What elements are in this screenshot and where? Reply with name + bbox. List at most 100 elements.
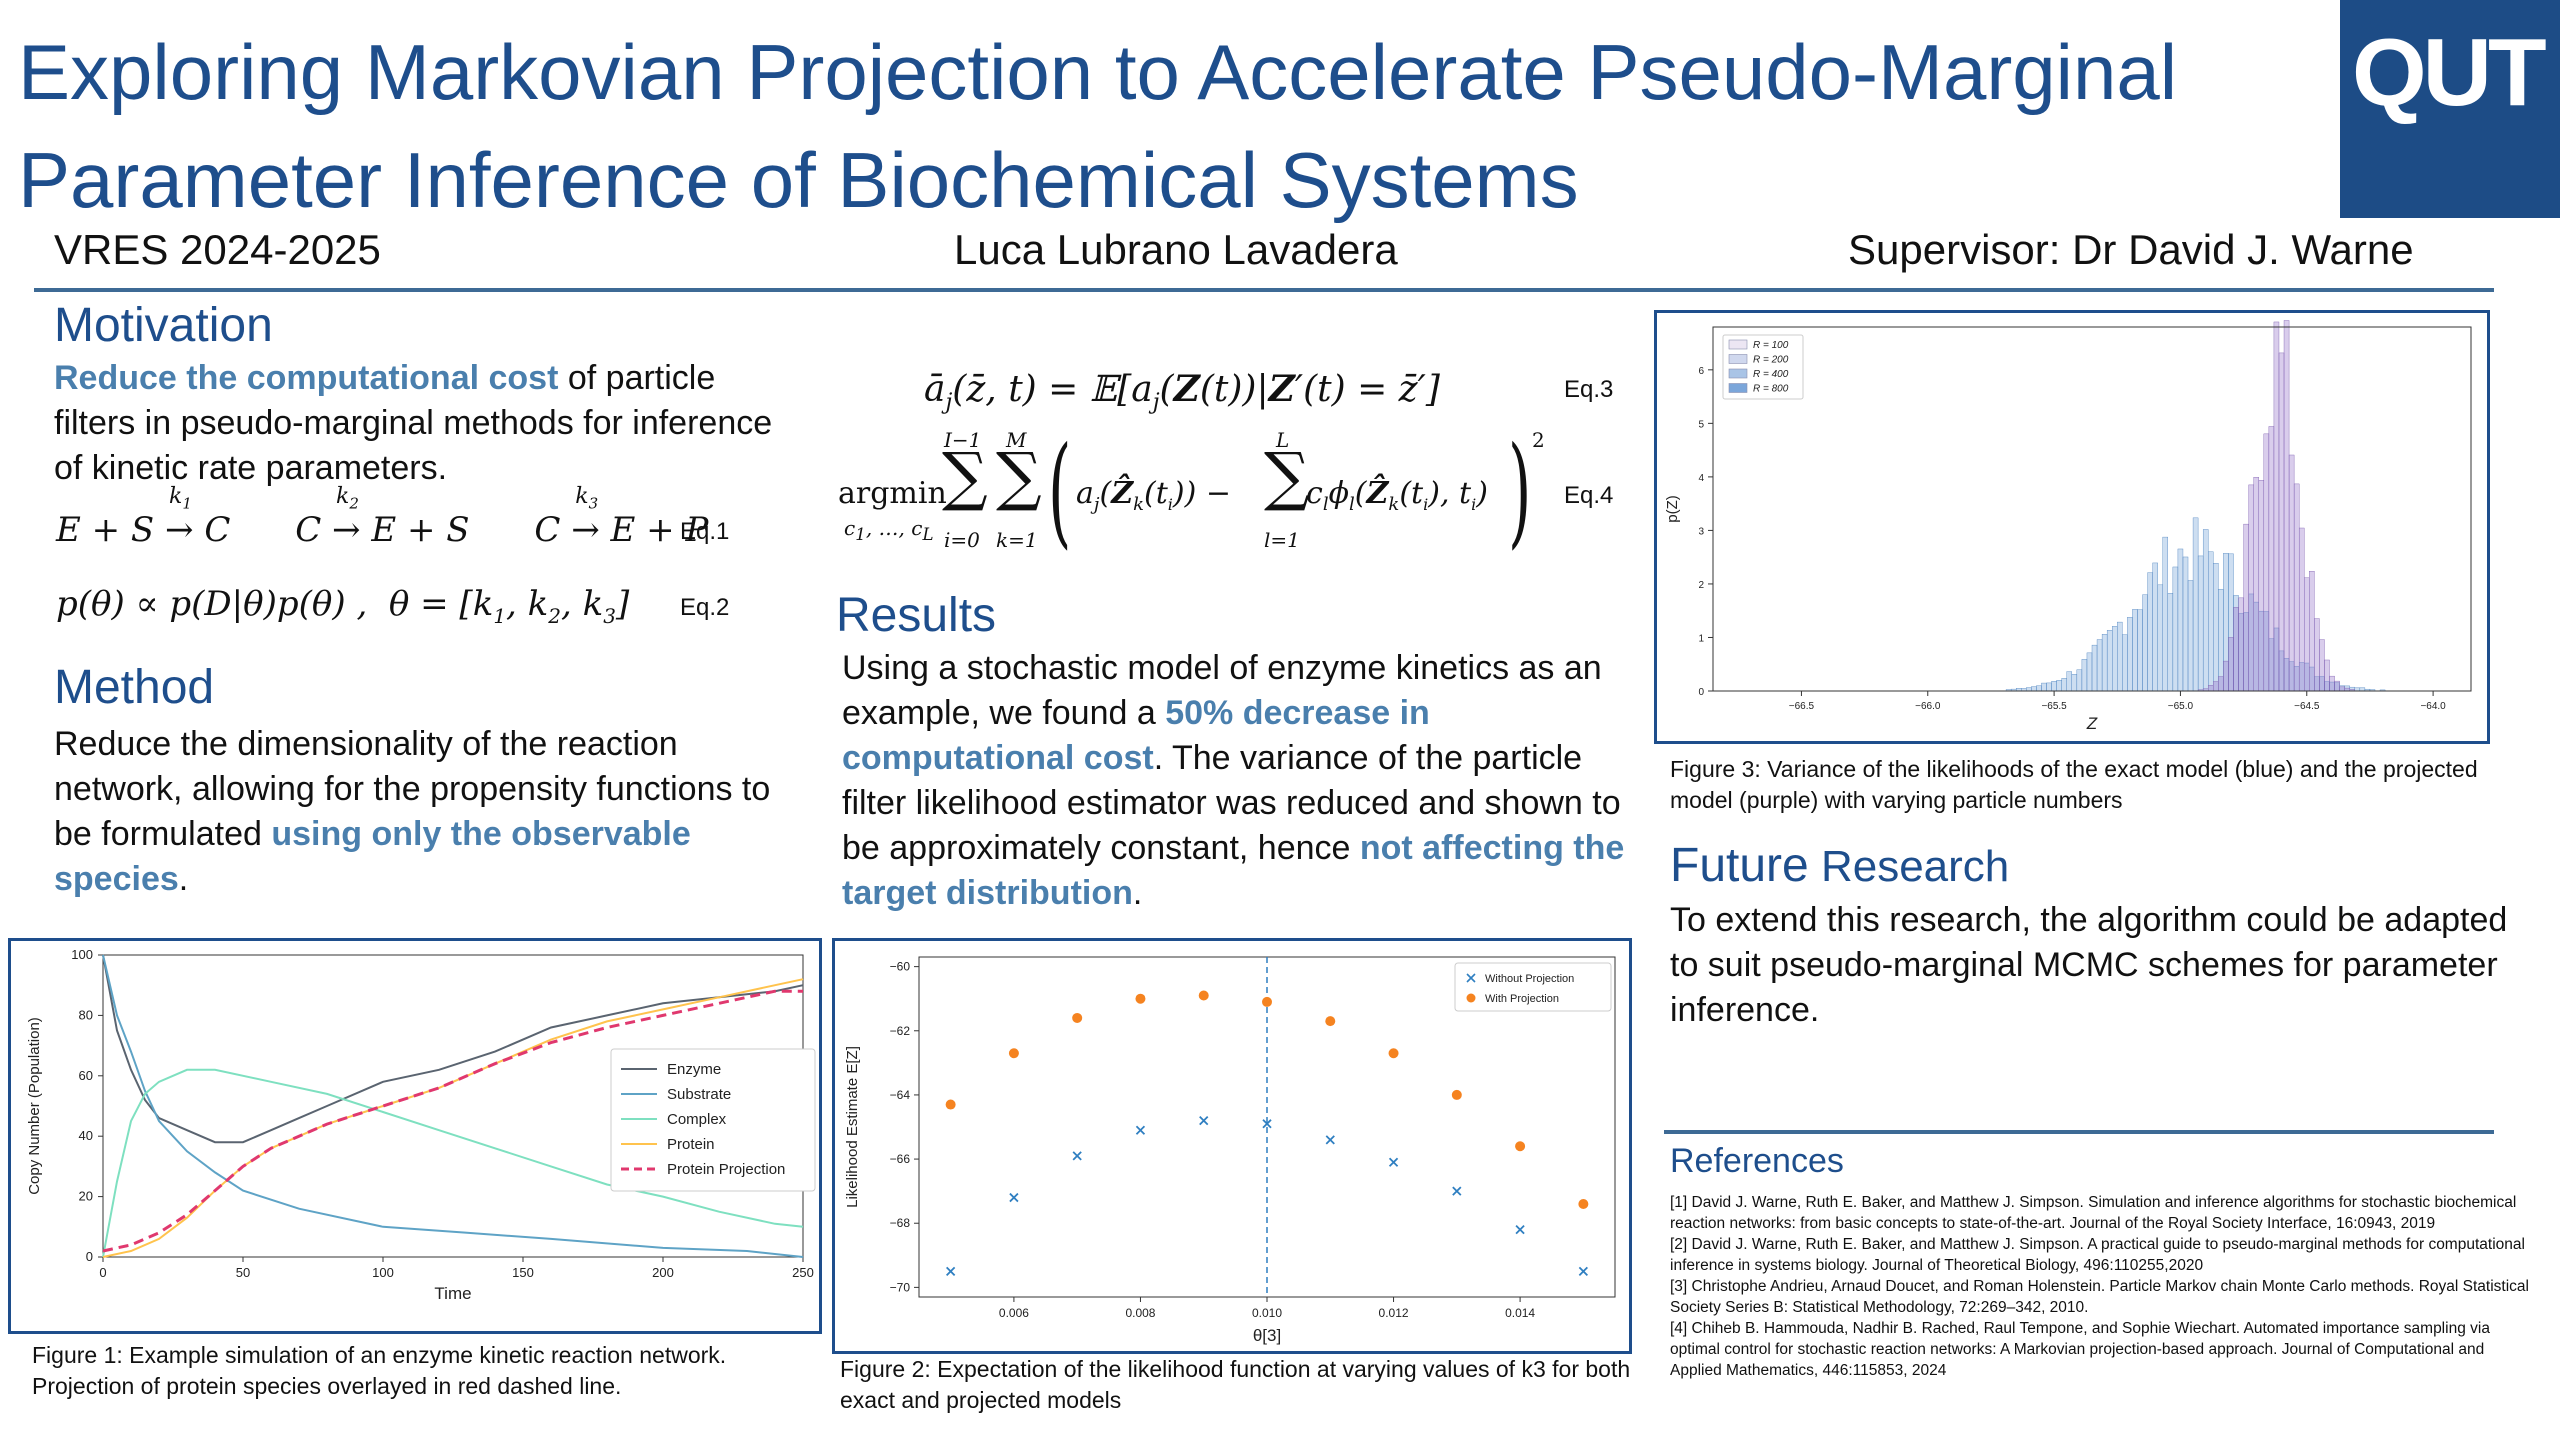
histogram-bar: [2243, 523, 2249, 692]
sum3-lower: l=1: [1264, 528, 1300, 552]
references-divider: [1664, 1130, 2494, 1134]
paren-left: (: [1048, 422, 1072, 561]
histogram-bar: [2056, 680, 2062, 692]
histogram-bar: [2162, 536, 2169, 692]
legend-label: Without Projection: [1485, 973, 1574, 985]
equation-2: p(θ) ∝ p(D|θ)p(θ) , θ = [k1, k2, k3]: [56, 584, 630, 628]
y-axis-label: Likelihood Estimate E[Z]: [844, 1046, 861, 1208]
eq4-term2: clϕl(Ẑk(ti), ti): [1306, 476, 1488, 515]
series-line: [102, 954, 804, 1144]
histogram-bar: [2101, 634, 2108, 692]
y-tick-label: 40: [79, 1128, 93, 1143]
equation-4: argmin c1, …, cL I−1 ∑ i=0 M ∑ k=1 ( aj(…: [836, 422, 1566, 561]
legend-label: R = 200: [1753, 355, 1789, 366]
x-tick-label: 0.012: [1379, 1306, 1409, 1320]
histogram-bar: [2304, 577, 2310, 692]
histogram-bar: [2258, 480, 2265, 692]
series-line: [102, 978, 804, 1258]
histogram-bar: [2248, 484, 2254, 692]
plot-frame: [1712, 326, 2472, 692]
header-divider: [34, 288, 2494, 292]
legend-label: Substrate: [667, 1086, 731, 1103]
figure-3-chart: −66.5 −66.0 −65.5 −65.0 −64.5 −64.0 0 1 2 3 4 5 6 Zp(…: [1664, 320, 2472, 733]
figure-2-panel: 0.006 0.008 0.010 0.012 0.014 −70 −68 −66 −64 −62…: [832, 938, 1632, 1354]
y-tick-label: −70: [890, 1280, 911, 1294]
x-tick-label: −66.5: [1789, 701, 1815, 712]
equation-1: E + S → k1 C C → k2 E + S C → k3 E + P: [56, 484, 709, 550]
histogram-bar: [2122, 634, 2128, 692]
histogram-bar: [2268, 426, 2275, 692]
data-point-o: [945, 1099, 956, 1110]
histogram-bar: [2147, 572, 2153, 692]
histogram-bar: [2253, 477, 2259, 692]
y-axis-label: p(Z): [1664, 495, 1681, 523]
series-line: [102, 954, 804, 1258]
data-point-o: [1072, 1012, 1083, 1023]
histogram-bar: [2298, 527, 2305, 692]
x-tick-label: −66.0: [1915, 701, 1941, 712]
x-tick-label: −64.5: [2294, 701, 2320, 712]
histogram-bar: [2319, 639, 2325, 692]
y-tick-label: 100: [71, 947, 93, 962]
paren-right: ): [1508, 422, 1532, 561]
y-tick-label: 0: [1698, 687, 1704, 698]
histogram-bar: [2157, 584, 2163, 692]
histogram-bar: [2051, 681, 2057, 692]
histogram-bar: [2213, 681, 2219, 692]
histogram-bar: [2208, 551, 2214, 692]
results-h2: not affecting the target distribution: [842, 829, 1625, 912]
future-text: To extend this research, the algorithm c…: [1670, 901, 2508, 1029]
histogram-bar: [2036, 685, 2042, 692]
figure-1-panel: 0 50 100 150 200 250 0 20 40 60 80 100 Time Copy Numb…: [8, 938, 822, 1334]
eq4-exponent: 2: [1532, 428, 1545, 452]
data-point-x: [1578, 1266, 1589, 1276]
y-tick-label: 4: [1698, 473, 1704, 484]
x-axis-label: θ[3]: [1253, 1326, 1281, 1345]
reference-item: [4] Chiheb B. Hammouda, Nadhir B. Rached…: [1670, 1320, 2490, 1379]
legend-box: [610, 1048, 816, 1192]
motivation-text: Reduce the computational cost of particl…: [54, 356, 794, 491]
histogram-bar: [2152, 562, 2158, 692]
references-list: [1] David J. Warne, Ruth E. Baker, and M…: [1670, 1192, 2530, 1381]
legend-marker: [1466, 993, 1476, 1003]
legend-swatch: [1728, 339, 1748, 350]
data-point-x: [1515, 1225, 1525, 1235]
x-tick-label: 200: [652, 1265, 674, 1280]
histogram-bar: [2112, 626, 2118, 692]
histogram-bar: [2223, 660, 2229, 692]
histogram-bar: [2142, 594, 2148, 692]
equation-3: āj(z̄, t) = 𝔼[aj(Z(t))|Z′(t) = z̄′]: [924, 368, 1440, 416]
supervisor-label: Supervisor: Dr David J. Warne: [1848, 226, 2414, 273]
legend-label: Protein: [667, 1136, 715, 1153]
legend-label: R = 800: [1753, 384, 1789, 395]
legend-label: With Projection: [1485, 993, 1559, 1005]
y-tick-label: 3: [1698, 526, 1704, 537]
histogram-bar: [2273, 321, 2280, 692]
motivation-heading: Motivation: [54, 299, 273, 352]
eq1-tag: Eq.1: [680, 518, 730, 545]
data-point-x: [1325, 1135, 1335, 1145]
histogram-bar: [2046, 682, 2052, 692]
histogram-bar: [2187, 580, 2194, 692]
argmin-label: argmin: [838, 476, 947, 511]
histogram-bar: [2314, 618, 2320, 692]
histogram-bar: [2127, 617, 2133, 692]
sum3-upper: L: [1276, 428, 1290, 452]
histogram-bar: [2218, 588, 2224, 692]
y-tick-label: 5: [1698, 419, 1704, 430]
y-tick-label: −62: [890, 1024, 911, 1038]
histogram-bar: [2213, 563, 2219, 692]
legend-swatch: [1728, 383, 1748, 393]
series-line: [102, 989, 803, 1253]
legend-box: [1722, 334, 1804, 400]
histogram-bar: [2192, 517, 2199, 692]
figure-2-chart: 0.006 0.008 0.010 0.012 0.014 −70 −68 −66 −64 −62…: [844, 956, 1616, 1345]
data-point-x: [1199, 1115, 1209, 1126]
future-heading-b: Research: [1808, 842, 2010, 891]
figure-1-caption: Figure 1: Example simulation of an enzym…: [32, 1342, 727, 1399]
data-point-x: [945, 1266, 956, 1276]
legend-label: Enzyme: [667, 1061, 721, 1078]
histogram-bar: [2172, 566, 2179, 692]
series-line: [102, 1068, 804, 1258]
